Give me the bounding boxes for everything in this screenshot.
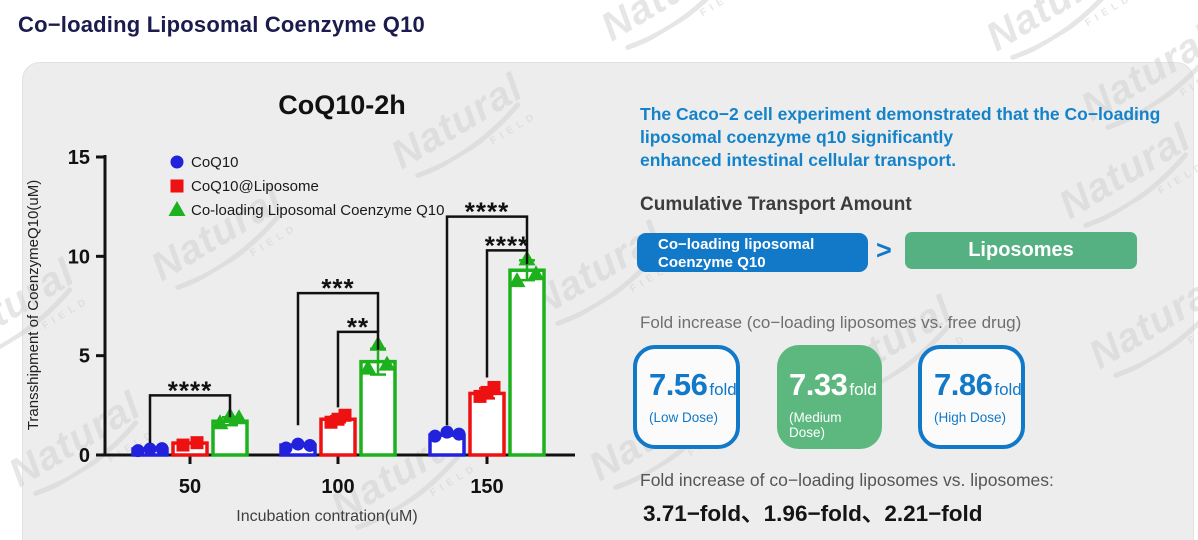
high-dose-value: 7.86 (934, 367, 993, 402)
significance-stars: **** (168, 375, 212, 405)
coq10-bar-chart: CoQ10-2h 0 5 10 15 50 100 150 Incubation contrat… (25, 90, 575, 525)
page-title: Co−loading Liposomal Coenzyme Q10 (18, 12, 425, 37)
chart-legend: CoQ10 CoQ10@Liposome Co-loading Liposomal … (168, 154, 444, 219)
low-dose-label: (Low Dose) (649, 410, 719, 425)
medium-dose-value: 7.33 (789, 367, 848, 402)
y-axis-label: Transshipment of CoenzymeQ10(uM) (25, 180, 42, 430)
fold-vs-liposomes-heading: Fold increase of co−loading liposomes vs… (640, 470, 1054, 490)
cumulative-transport-heading: Cumulative Transport Amount (640, 194, 912, 215)
svg-text:0: 0 (79, 445, 90, 467)
svg-text:15: 15 (68, 147, 90, 169)
coloading-pill-line-2: Coenzyme Q10 (658, 253, 766, 271)
medium-dose-unit: fold (849, 380, 877, 399)
svg-text:50: 50 (179, 476, 201, 498)
low-dose-number-row: 7.56 fold (649, 367, 737, 402)
svg-text:10: 10 (68, 246, 90, 268)
low-dose-card: 7.56 fold (Low Dose) (633, 345, 740, 449)
significance-stars: **** (465, 197, 509, 227)
svg-text:150: 150 (470, 476, 503, 498)
legend-label: CoQ10@Liposome (191, 178, 319, 195)
coloading-pill-line-1: Co−loading liposomal (658, 235, 815, 253)
significance-brackets: ***************** (148, 197, 529, 444)
low-dose-unit: fold (709, 380, 737, 399)
points-Co-loading Liposomal Coenzyme Q10 (211, 250, 545, 430)
svg-text:5: 5 (79, 346, 90, 368)
fold-vs-liposomes-values: 3.71−fold、1.96−fold、2.21−fold (643, 501, 983, 526)
fold-increase-heading: Fold increase (co−loading liposomes vs. … (640, 313, 1022, 332)
significance-stars: *** (321, 273, 354, 303)
high-dose-number-row: 7.86 fold (934, 367, 1022, 402)
high-dose-label: (High Dose) (934, 410, 1007, 425)
medium-dose-label: (Medium Dose) (789, 410, 842, 440)
intro-line-3: enhanced intestinal cellular transport. (640, 150, 957, 170)
legend-label: CoQ10 (191, 154, 239, 171)
greater-than-icon: > (876, 235, 892, 265)
low-dose-value: 7.56 (649, 367, 708, 402)
x-axis-label: Incubation contration(uM) (236, 508, 417, 525)
high-dose-card: 7.86 fold (High Dose) (918, 345, 1025, 449)
medium-dose-card: 7.33 fold (Medium Dose) (777, 345, 882, 449)
intro-text: The Caco−2 cell experiment demonstrated … (640, 103, 1175, 172)
liposomes-pill: Liposomes (905, 232, 1137, 269)
medium-dose-number-row: 7.33 fold (789, 367, 877, 402)
points-CoQ10@Liposome (176, 380, 501, 452)
high-dose-unit: fold (994, 380, 1022, 399)
coloading-liposomal-pill: Co−loading liposomal Coenzyme Q10 (637, 233, 868, 272)
intro-line-2: liposomal coenzyme q10 significantly (640, 127, 954, 147)
chart-title: CoQ10-2h (278, 90, 406, 120)
bars-Co-loading Liposomal Coenzyme Q10 (211, 268, 546, 457)
svg-text:100: 100 (321, 476, 354, 498)
intro-line-1: The Caco−2 cell experiment demonstrated … (640, 104, 1161, 124)
significance-stars: ** (347, 312, 369, 342)
legend-label: Co-loading Liposomal Coenzyme Q10 (191, 202, 444, 219)
significance-stars: **** (485, 230, 529, 260)
points-CoQ10 (131, 425, 466, 458)
